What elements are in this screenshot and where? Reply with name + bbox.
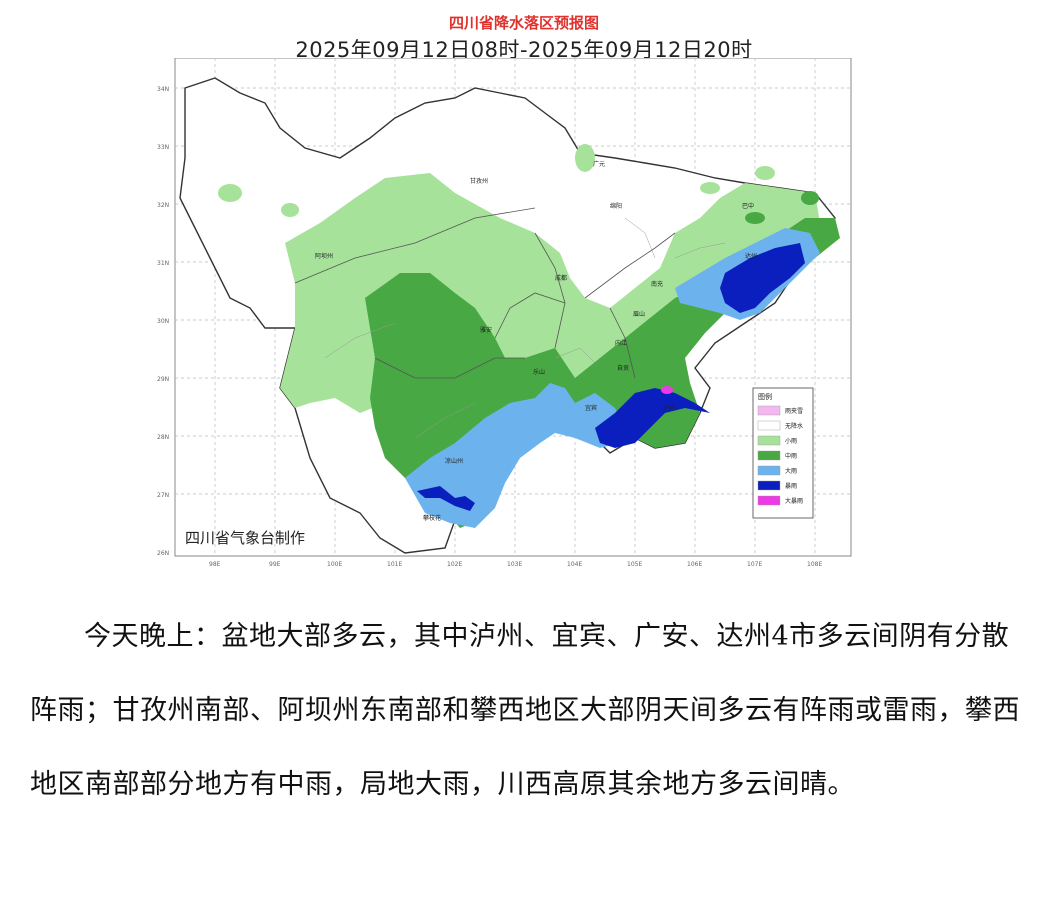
city-label: 内江 <box>615 339 627 347</box>
city-label: 泸州 <box>663 404 675 412</box>
lon-label: 104E <box>567 561 582 568</box>
city-label: 宜宾 <box>585 404 597 412</box>
lon-label: 105E <box>627 561 642 568</box>
legend-item: 中雨 <box>757 450 797 461</box>
city-label: 乐山 <box>533 368 545 376</box>
lat-label: 27N <box>157 492 169 499</box>
city-label: 达州 <box>745 252 757 260</box>
city-label: 甘孜州 <box>470 177 488 185</box>
map-legend: 图例 雨夹雪 无降水 小雨 中雨 大雨 暴 <box>752 387 814 519</box>
legend-item: 小雨 <box>757 435 797 446</box>
lon-label: 99E <box>269 561 281 568</box>
lon-label: 101E <box>387 561 402 568</box>
severe-rainstorm-spot <box>661 386 673 394</box>
city-label: 阿坝州 <box>315 252 333 260</box>
svg-text:大暴雨: 大暴雨 <box>785 497 803 505</box>
lon-label: 98E <box>209 561 221 568</box>
city-label: 自贡 <box>617 364 629 372</box>
lat-label: 28N <box>157 434 169 441</box>
lon-label: 102E <box>447 561 462 568</box>
lat-label: 30N <box>157 318 169 325</box>
city-label: 广元 <box>593 160 605 168</box>
city-label: 凉山州 <box>445 457 463 465</box>
rainstorm-area-sw <box>417 486 475 511</box>
map-figure: 34N 33N 32N 31N 30N 29N 28N 27N 26N 98E … <box>157 58 852 568</box>
lon-tick-labels: 98E 99E 100E 101E 102E 103E 104E 105E 10… <box>209 561 822 568</box>
legend-item: 雨夹雪 <box>757 405 803 416</box>
forecast-text: 今天晚上：盆地大部多云，其中泸州、宜宾、广安、达州4市多云间阴有分散阵雨；甘孜州… <box>30 621 1020 800</box>
svg-text:雨夹雪: 雨夹雪 <box>785 407 803 415</box>
lon-label: 107E <box>747 561 762 568</box>
svg-text:小雨: 小雨 <box>785 437 797 445</box>
city-label: 眉山 <box>633 310 645 318</box>
county-boundaries <box>294 207 676 379</box>
map-title: 四川省降水落区预报图 <box>448 14 599 32</box>
svg-text:中雨: 中雨 <box>785 452 797 460</box>
legend-item: 无降水 <box>757 420 803 431</box>
city-label: 巴中 <box>742 202 754 210</box>
lon-label: 100E <box>327 561 342 568</box>
lat-label: 34N <box>157 86 169 93</box>
map-credit: 四川省气象台制作 <box>185 529 305 547</box>
svg-text:无降水: 无降水 <box>785 422 803 430</box>
legend-item: 大暴雨 <box>757 495 803 506</box>
svg-text:大雨: 大雨 <box>785 467 797 475</box>
lon-label: 106E <box>687 561 702 568</box>
legend-item: 暴雨 <box>757 480 797 491</box>
legend-item: 大雨 <box>757 465 797 476</box>
rainstorm-area-ne <box>720 243 805 313</box>
precipitation-map: 34N 33N 32N 31N 30N 29N 28N 27N 26N 98E … <box>155 58 855 570</box>
rainstorm-area-se <box>595 388 710 448</box>
svg-text:暴雨: 暴雨 <box>785 483 797 490</box>
city-label: 绵阳 <box>610 202 622 210</box>
moderate-rain-patches <box>405 191 819 364</box>
lon-label: 103E <box>507 561 522 568</box>
lat-label: 26N <box>157 550 169 557</box>
city-label: 攀枝花 <box>423 514 441 522</box>
county-boundaries-thin <box>324 217 726 439</box>
lat-label: 32N <box>157 202 169 209</box>
city-label: 成都 <box>555 274 567 282</box>
city-label: 南充 <box>651 280 663 288</box>
lat-label: 31N <box>157 260 169 267</box>
lat-label: 33N <box>157 144 169 151</box>
lon-label: 108E <box>807 561 822 568</box>
lat-label: 29N <box>157 376 169 383</box>
city-labels: 阿坝州 甘孜州 绵阳 巴中 达州 南充 成都 雅安 乐山 眉山 内江 宜宾 泸州… <box>315 160 757 522</box>
light-rain-patches <box>218 144 775 274</box>
city-label: 雅安 <box>480 326 492 334</box>
legend-title: 图例 <box>758 392 772 401</box>
lat-tick-labels: 34N 33N 32N 31N 30N 29N 28N 27N 26N <box>157 86 169 557</box>
heavy-rain-area <box>405 383 625 528</box>
